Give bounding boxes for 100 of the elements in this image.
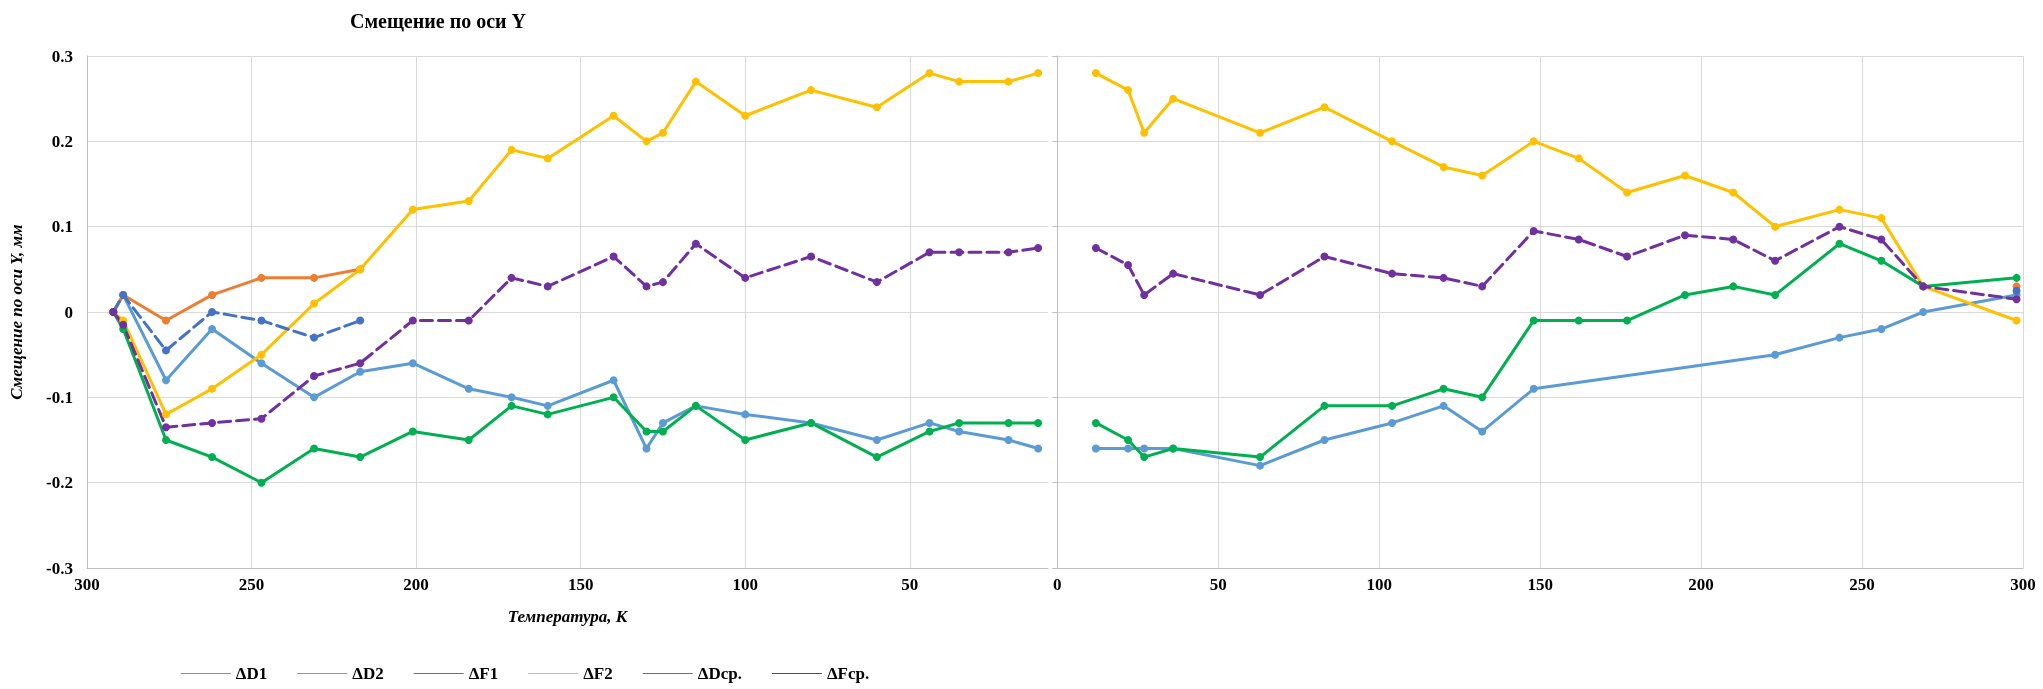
point <box>1529 384 1538 393</box>
point <box>609 111 618 120</box>
point <box>310 372 319 380</box>
point <box>543 401 552 410</box>
legend-label: ΔD2 <box>352 664 384 683</box>
point <box>1478 427 1487 436</box>
point <box>208 290 217 299</box>
point <box>955 248 964 257</box>
legend-label: ΔD1 <box>235 664 268 683</box>
point <box>408 359 417 368</box>
point <box>1320 401 1329 410</box>
point <box>1034 69 1043 78</box>
point <box>658 128 667 137</box>
x-tick-label: 200 <box>403 575 429 594</box>
y-tick-label: -0.3 <box>46 558 73 578</box>
point <box>464 436 473 444</box>
point <box>1140 290 1149 299</box>
point <box>208 384 217 393</box>
point <box>408 427 417 436</box>
legend-label: ΔF1 <box>468 664 499 683</box>
x-tick-label: 50 <box>901 575 919 594</box>
point <box>1478 171 1487 180</box>
point <box>507 393 516 402</box>
point <box>356 367 365 376</box>
point <box>1877 325 1886 334</box>
point <box>1529 137 1538 146</box>
x-tick-label: 300 <box>74 575 100 594</box>
point <box>807 86 816 95</box>
point <box>408 316 417 325</box>
point <box>208 308 217 316</box>
y-tick-label: -0.2 <box>46 473 73 493</box>
point <box>925 248 934 257</box>
point <box>1091 444 1100 453</box>
point <box>872 103 881 112</box>
point <box>1478 393 1487 402</box>
point <box>1320 103 1329 112</box>
point <box>1091 244 1100 252</box>
point <box>1140 453 1149 462</box>
point <box>1388 401 1397 410</box>
y-tick-label: 0.3 <box>51 46 73 66</box>
point <box>1729 235 1738 244</box>
point <box>741 273 750 282</box>
point <box>356 359 365 368</box>
point <box>1729 188 1738 197</box>
legend-label: ΔFср. <box>826 664 870 683</box>
point <box>310 273 319 282</box>
x-axis-title: Температура, К <box>507 607 629 626</box>
point <box>1574 316 1583 325</box>
point <box>1004 248 1013 257</box>
point <box>955 418 964 427</box>
point <box>1124 444 1133 453</box>
point <box>1439 384 1448 393</box>
point <box>1835 205 1844 214</box>
point <box>310 393 319 402</box>
point <box>1256 128 1265 137</box>
point <box>1574 154 1583 163</box>
legend-label: ΔDср. <box>697 664 742 683</box>
point <box>925 427 934 436</box>
point <box>1478 282 1487 291</box>
point <box>507 145 516 154</box>
point <box>119 320 128 329</box>
point <box>658 418 667 427</box>
point <box>1091 69 1100 78</box>
point <box>507 401 516 410</box>
point <box>1877 256 1886 265</box>
point <box>1835 239 1844 248</box>
point <box>1835 222 1844 231</box>
point <box>955 427 964 436</box>
point <box>2012 273 2021 282</box>
point <box>356 316 365 325</box>
point <box>2012 295 2021 304</box>
point <box>464 316 473 325</box>
point <box>1623 252 1632 261</box>
point <box>1004 436 1013 444</box>
point <box>741 410 750 419</box>
point <box>1388 269 1397 278</box>
point <box>1256 290 1265 299</box>
point <box>1771 222 1780 231</box>
point <box>1877 235 1886 244</box>
point <box>1140 444 1149 453</box>
y-tick-label: -0.1 <box>46 387 73 407</box>
point <box>1388 137 1397 146</box>
x-tick-label: 50 <box>1209 575 1227 594</box>
point <box>1320 252 1329 261</box>
point <box>208 453 217 462</box>
point <box>1574 235 1583 244</box>
legend-label: ΔF2 <box>583 664 613 683</box>
point <box>609 252 618 261</box>
point <box>1034 418 1043 427</box>
point <box>543 410 552 419</box>
point <box>1091 418 1100 427</box>
point <box>1256 461 1265 470</box>
point <box>310 333 319 342</box>
point <box>642 427 651 436</box>
point <box>507 273 516 282</box>
point <box>1034 244 1043 252</box>
point <box>464 197 473 206</box>
point <box>1681 290 1689 299</box>
point <box>658 278 667 287</box>
point <box>543 282 552 291</box>
